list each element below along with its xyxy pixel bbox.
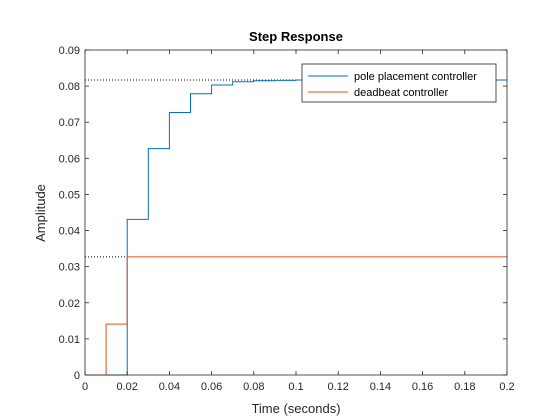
y-tick-label: 0.04 <box>59 226 80 238</box>
y-tick-label: 0.02 <box>59 298 80 310</box>
y-tick-label: 0.05 <box>59 189 80 201</box>
chart-title: Step Response <box>249 29 343 44</box>
plot-area <box>85 50 507 375</box>
x-tick-label: 0.06 <box>201 381 222 393</box>
x-axis: 0 0.02 0.04 0.06 0.08 0.1 0.12 0.14 0.16 0.18 0.2 <box>82 50 515 393</box>
x-tick-label: 0.18 <box>454 381 475 393</box>
reference-lines <box>85 79 296 258</box>
x-tick-label: 0 <box>82 381 88 393</box>
y-axis: 0 0.01 0.02 0.03 0.04 0.05 0.06 0.07 0.08 0.09 <box>59 45 507 382</box>
y-tick-label: 0.07 <box>59 117 80 129</box>
y-tick-label: 0.01 <box>59 334 80 346</box>
y-tick-label: 0.09 <box>59 45 80 57</box>
x-tick-label: 0.1 <box>288 381 303 393</box>
y-tick-label: 0.03 <box>59 262 80 274</box>
x-tick-label: 0.2 <box>499 381 514 393</box>
x-axis-label: Time (seconds) <box>251 401 340 416</box>
x-tick-label: 0.08 <box>243 381 264 393</box>
y-tick-label: 0.06 <box>59 153 80 165</box>
series-line-deadbeat <box>85 256 507 376</box>
legend-entry-pole-placement: pole placement controller <box>354 71 477 83</box>
legend-entry-deadbeat: deadbeat controller <box>354 87 449 99</box>
legend: pole placement controller deadbeat contr… <box>301 63 497 103</box>
y-axis-label: Amplitude <box>33 184 48 242</box>
x-tick-label: 0.14 <box>370 381 391 393</box>
x-tick-label: 0.04 <box>159 381 180 393</box>
y-tick-label: 0.08 <box>59 81 80 93</box>
y-tick-label: 0 <box>74 370 80 382</box>
legend-box <box>301 63 497 103</box>
x-tick-label: 0.12 <box>327 381 348 393</box>
x-tick-label: 0.02 <box>116 381 137 393</box>
x-tick-label: 0.16 <box>412 381 433 393</box>
